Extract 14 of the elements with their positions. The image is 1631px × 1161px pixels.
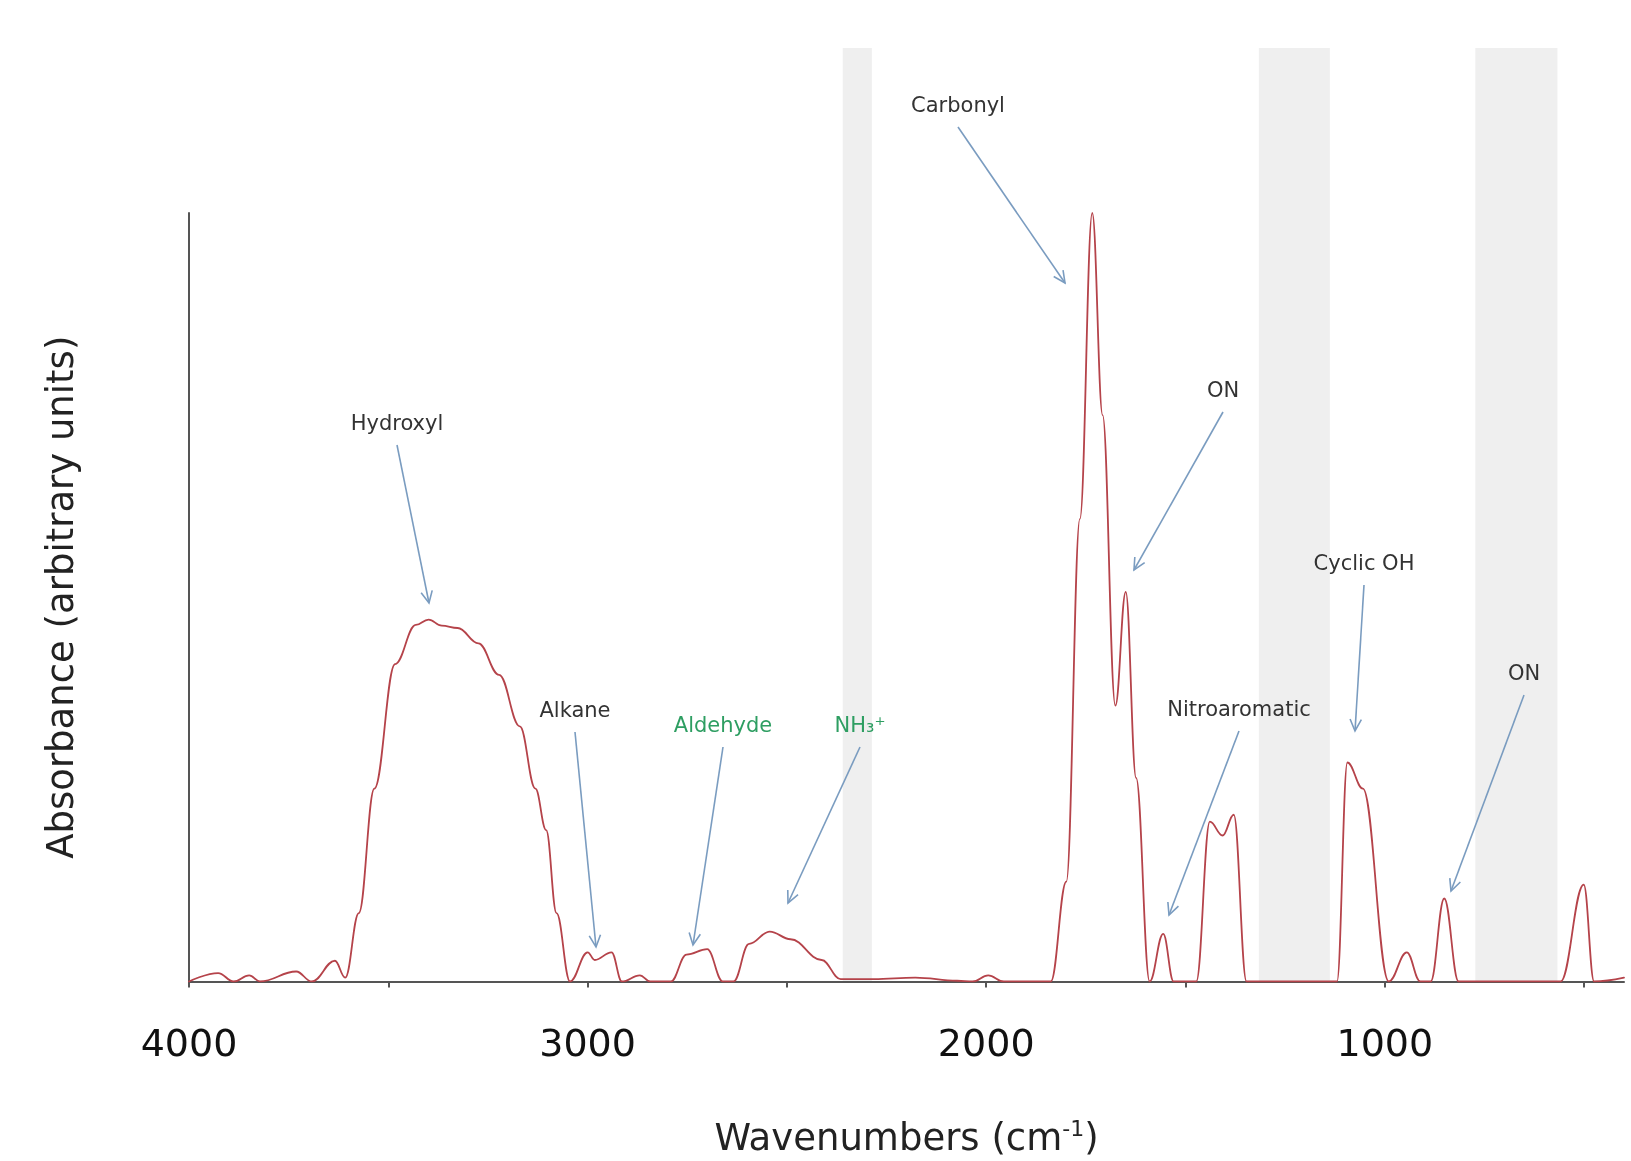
x-tick-label: 4000 [140, 1020, 238, 1065]
annotation: ON [1507, 661, 1541, 685]
x-tick-label: 2000 [937, 1020, 1035, 1065]
annotation: NH₃⁺ [834, 713, 886, 737]
y-axis-title: Absorbance (arbitrary units) [39, 335, 82, 859]
annotation: ON [1206, 378, 1240, 402]
x-tick-label: 1000 [1336, 1020, 1434, 1065]
annotation: Alkane [539, 698, 611, 722]
annotation: Hydroxyl [350, 411, 444, 435]
annotation: Cyclic OH [1313, 551, 1415, 575]
x-tick-label: 3000 [539, 1020, 636, 1065]
annotation: Aldehyde [673, 713, 773, 737]
text: Carbonyl [911, 93, 1005, 117]
annotation: Nitroaromatic [1167, 697, 1311, 721]
